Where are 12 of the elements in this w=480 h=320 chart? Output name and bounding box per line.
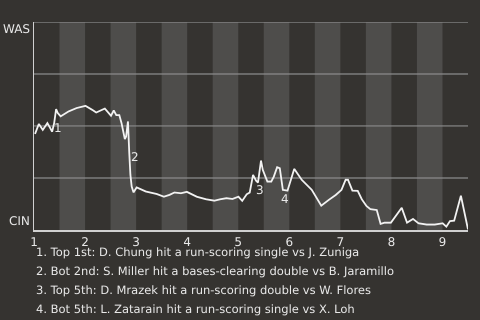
x-tick-label: 8 <box>388 235 396 250</box>
annotation: 3 <box>256 183 264 197</box>
text: 4. Bot 5th: L. Zatarain hit a run-scoring single vs X. Loh <box>36 302 355 316</box>
annotation: 4 <box>281 192 289 206</box>
text: CIN <box>9 214 30 228</box>
annotation: 2 <box>131 150 139 164</box>
annotation: 1 <box>54 121 62 135</box>
x-tick-label: 9 <box>438 235 446 250</box>
text: WAS <box>3 22 30 36</box>
x-tick-label: 1 <box>30 235 38 250</box>
text: 2. Bot 2nd: S. Miller hit a bases-clearing double vs B. Jaramillo <box>36 264 394 278</box>
text: 3. Top 5th: D. Mrazek hit a run-scoring double vs W. Flores <box>36 283 372 297</box>
